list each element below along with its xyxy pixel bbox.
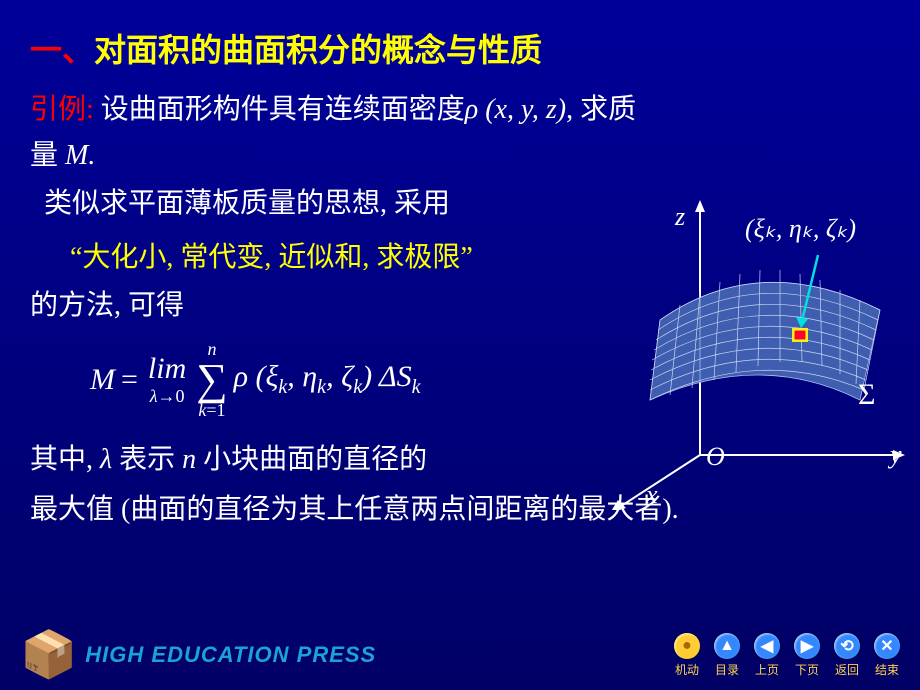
fk4: k xyxy=(412,376,421,398)
title-number: 一、 xyxy=(30,32,94,68)
origin-label: O xyxy=(706,442,725,472)
nav-icon: ✕ xyxy=(874,633,900,659)
sum-bot: k=1 xyxy=(198,400,225,421)
fb4: ) ΔS xyxy=(362,360,412,393)
lead-label: 引例: xyxy=(30,94,94,125)
nav-label: 下页 xyxy=(795,661,819,678)
nav-button-3[interactable]: ▶ 下页 xyxy=(794,633,820,678)
fb2: , η xyxy=(287,360,317,393)
tail1b: 表示 xyxy=(112,444,182,475)
x-label: x xyxy=(646,480,658,510)
y-label: y xyxy=(890,440,902,470)
slide-footer: 📦 HIGH EDUCATION PRESS ● 机动 ▲ 目录 ◀ 上页 ▶ 下页 ⟲ 返回 ✕ 结… xyxy=(0,620,920,690)
formula-lhs: M xyxy=(90,363,115,397)
intro-line-1: 引例: 设曲面形构件具有连续面密度ρ (x, y, z), 求质 xyxy=(30,89,890,131)
lim-text: lim xyxy=(148,352,186,386)
surface-patch xyxy=(792,328,808,342)
line4: 的方法, 可得 xyxy=(30,290,184,321)
nav-label: 结束 xyxy=(875,661,899,678)
sum-bot-eq: =1 xyxy=(206,400,225,420)
publisher-text: HIGH EDUCATION PRESS xyxy=(85,642,376,668)
fb1: ρ (ξ xyxy=(234,360,279,393)
line1a: 设曲面形构件具有连续面密度 xyxy=(101,94,465,125)
fk3: k xyxy=(353,376,362,398)
nav-button-4[interactable]: ⟲ 返回 xyxy=(834,633,860,678)
slide-title: 一、对面积的曲面积分的概念与性质 xyxy=(30,25,890,71)
line1b: , 求质 xyxy=(566,94,636,125)
nav-buttons: ● 机动 ▲ 目录 ◀ 上页 ▶ 下页 ⟲ 返回 ✕ 结束 xyxy=(674,633,900,678)
limit-block: lim λ→0 xyxy=(148,352,186,407)
nav-icon: ▶ xyxy=(794,633,820,659)
sigma-label: Σ xyxy=(858,378,875,412)
fk2: k xyxy=(317,376,326,398)
surface-mesh xyxy=(650,282,880,400)
nav-icon: ◀ xyxy=(754,633,780,659)
sum-block: n ∑ k=1 xyxy=(196,339,227,421)
point-label: (ξₖ, ηₖ, ζₖ) xyxy=(745,214,856,244)
intro-line-2: 量 M. xyxy=(30,135,890,177)
line2a: 量 xyxy=(30,140,65,171)
nav-button-2[interactable]: ◀ 上页 xyxy=(754,633,780,678)
diagram-svg xyxy=(560,200,910,510)
nav-label: 机动 xyxy=(675,661,699,678)
tail-n: n xyxy=(182,444,196,475)
mass-symbol: M. xyxy=(65,140,95,171)
publisher-logo: 📦 HIGH EDUCATION PRESS xyxy=(20,632,376,678)
nav-label: 返回 xyxy=(835,661,859,678)
formula-equals: = xyxy=(121,363,138,397)
nav-icon: ⟲ xyxy=(834,633,860,659)
rho-expr: ρ (x, y, z) xyxy=(465,94,566,125)
tail-lambda: λ xyxy=(100,444,112,475)
nav-icon: ● xyxy=(674,633,700,659)
z-arrow xyxy=(695,200,705,212)
surface-diagram: z y x O Σ (ξₖ, ηₖ, ζₖ) xyxy=(560,200,910,510)
formula-body: ρ (ξk, ηk, ζk) ΔSk xyxy=(234,360,421,399)
lim-cond: λ→0 xyxy=(150,386,185,407)
fk1: k xyxy=(278,376,287,398)
fb3: , ζ xyxy=(326,360,353,393)
book-icon: 📦 xyxy=(20,632,77,678)
sum-symbol: ∑ xyxy=(196,360,227,400)
lim-arrow: →0 xyxy=(157,386,184,406)
tail1a: 其中, xyxy=(30,444,100,475)
nav-label: 上页 xyxy=(755,661,779,678)
line3: 类似求平面薄板质量的思想, 采用 xyxy=(44,188,450,219)
z-label: z xyxy=(675,202,685,232)
nav-button-1[interactable]: ▲ 目录 xyxy=(714,633,740,678)
title-text: 对面积的曲面积分的概念与性质 xyxy=(94,32,542,68)
nav-label: 目录 xyxy=(715,661,739,678)
tail1c: 小块曲面的直径的 xyxy=(196,444,427,475)
nav-button-5[interactable]: ✕ 结束 xyxy=(874,633,900,678)
nav-icon: ▲ xyxy=(714,633,740,659)
nav-button-0[interactable]: ● 机动 xyxy=(674,633,700,678)
